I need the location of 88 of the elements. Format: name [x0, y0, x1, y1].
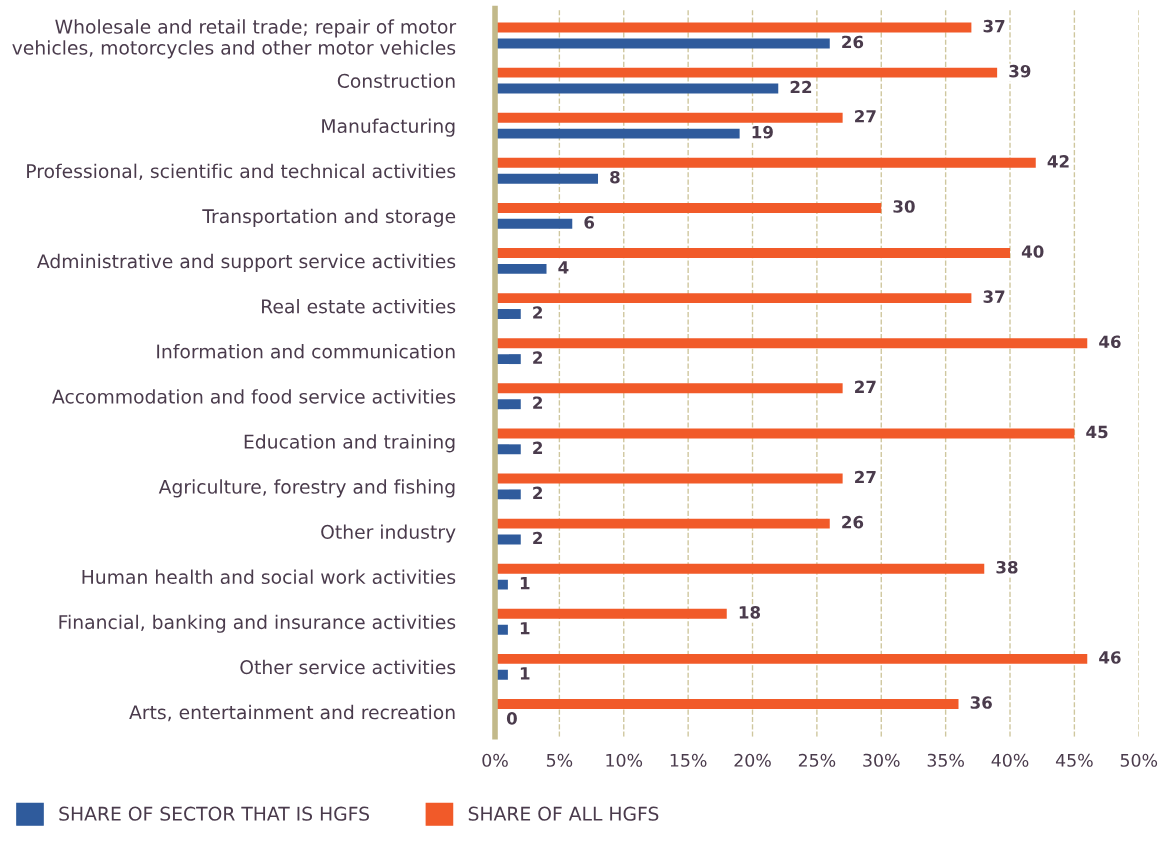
- bar: [495, 157, 1036, 168]
- bar: [495, 338, 1088, 349]
- x-tick-label: 20%: [734, 753, 771, 767]
- data-label: 38: [996, 560, 1018, 574]
- data-label: 2: [533, 351, 543, 364]
- y-tick-label: Accommodation and food service activities: [52, 389, 456, 404]
- data-label: 42: [1047, 155, 1069, 168]
- x-tick-label: 35%: [927, 753, 964, 767]
- bar: [495, 112, 843, 123]
- bar: [495, 653, 1088, 664]
- y-tick-label: Wholesale and retail trade; repair of motor vehicles, motorcycles and other motor vehicles: [12, 19, 457, 59]
- data-label: 46: [1099, 651, 1121, 664]
- data-label: 36: [970, 696, 992, 709]
- data-label: 4: [558, 261, 569, 274]
- data-label: 39: [1009, 64, 1031, 78]
- data-label: 8: [610, 170, 620, 184]
- data-label: 6: [584, 216, 595, 229]
- x-tick-label: 10%: [606, 753, 643, 767]
- data-label: 19: [752, 125, 773, 139]
- data-label: 2: [533, 306, 543, 319]
- y-tick-label: Education and training: [244, 434, 455, 453]
- x-tick-label: 45%: [1055, 753, 1093, 767]
- bar: [495, 489, 521, 500]
- bar: [495, 22, 972, 33]
- data-label: 27: [855, 470, 876, 484]
- x-tick-label: 0%: [482, 753, 508, 767]
- x-tick-label: 5%: [546, 753, 573, 767]
- y-tick-label: Agriculture, forestry and fishing: [158, 479, 455, 498]
- bar: [495, 473, 843, 484]
- data-label: 45: [1086, 425, 1108, 439]
- bar: [495, 202, 882, 213]
- data-label: 27: [855, 380, 876, 393]
- data-label: 1: [520, 667, 530, 680]
- bar: [495, 399, 521, 410]
- bar: [495, 67, 998, 78]
- y-tick-label: Financial, banking and insurance activities: [59, 614, 456, 633]
- y-tick-label: Information and communication: [157, 344, 455, 359]
- data-label: 26: [842, 35, 864, 49]
- bar: [495, 218, 573, 229]
- bar: [495, 383, 843, 394]
- bar: [495, 444, 521, 455]
- bar: [495, 699, 959, 709]
- data-label: 46: [1099, 335, 1121, 349]
- data-label: 40: [1021, 245, 1044, 258]
- bar: [495, 309, 521, 319]
- bar: [495, 608, 727, 619]
- y-tick-label: Administrative and support service activities: [37, 253, 456, 272]
- data-label: 30: [893, 200, 915, 213]
- x-tick-label: 15%: [670, 753, 707, 767]
- bar: [495, 248, 1011, 258]
- bar: [495, 428, 1075, 439]
- x-tick-label: 40%: [991, 753, 1029, 767]
- y-tick-label: Transportation and storage: [202, 208, 456, 227]
- data-label: 2: [533, 396, 543, 409]
- data-label: 26: [842, 515, 864, 529]
- bar: [495, 38, 830, 49]
- data-label: 2: [533, 531, 543, 545]
- x-tick-label: 25%: [798, 753, 836, 767]
- data-label: 2: [533, 441, 543, 454]
- data-label: 1: [520, 622, 530, 635]
- data-label: 27: [855, 109, 876, 123]
- data-label: 0: [506, 712, 517, 725]
- bar: [495, 128, 740, 139]
- bar: [495, 293, 972, 304]
- y-tick-label: Construction: [337, 73, 455, 88]
- x-tick-label: 30%: [863, 753, 900, 767]
- data-label: 37: [983, 290, 1005, 303]
- y-tick-label: Professional, scientific and technical activities: [27, 163, 456, 181]
- x-tick-label: 50%: [1120, 753, 1158, 767]
- y-tick-label: Manufacturing: [322, 118, 455, 137]
- bar: [495, 173, 599, 184]
- data-label: 22: [790, 80, 812, 94]
- bar: [495, 563, 985, 574]
- y-tick-label: Other service activities: [240, 659, 456, 675]
- legend-label: SHARE OF SECTOR THAT IS HGFS: [59, 806, 369, 821]
- y-tick-label: Arts, entertainment and recreation: [129, 704, 455, 722]
- bar: [495, 263, 547, 274]
- legend-label: SHARE OF ALL HGFS: [468, 806, 659, 821]
- data-label: 1: [520, 577, 530, 590]
- y-tick-label: Real estate activities: [262, 298, 456, 314]
- bar: [495, 354, 521, 365]
- data-label: 18: [739, 606, 761, 619]
- data-label: 2: [533, 486, 543, 499]
- y-tick-label: Human health and social work activities: [82, 569, 456, 585]
- bar: [495, 518, 830, 529]
- data-label: 37: [983, 19, 1005, 33]
- y-tick-label: Other industry: [321, 524, 456, 543]
- bar: [495, 83, 779, 94]
